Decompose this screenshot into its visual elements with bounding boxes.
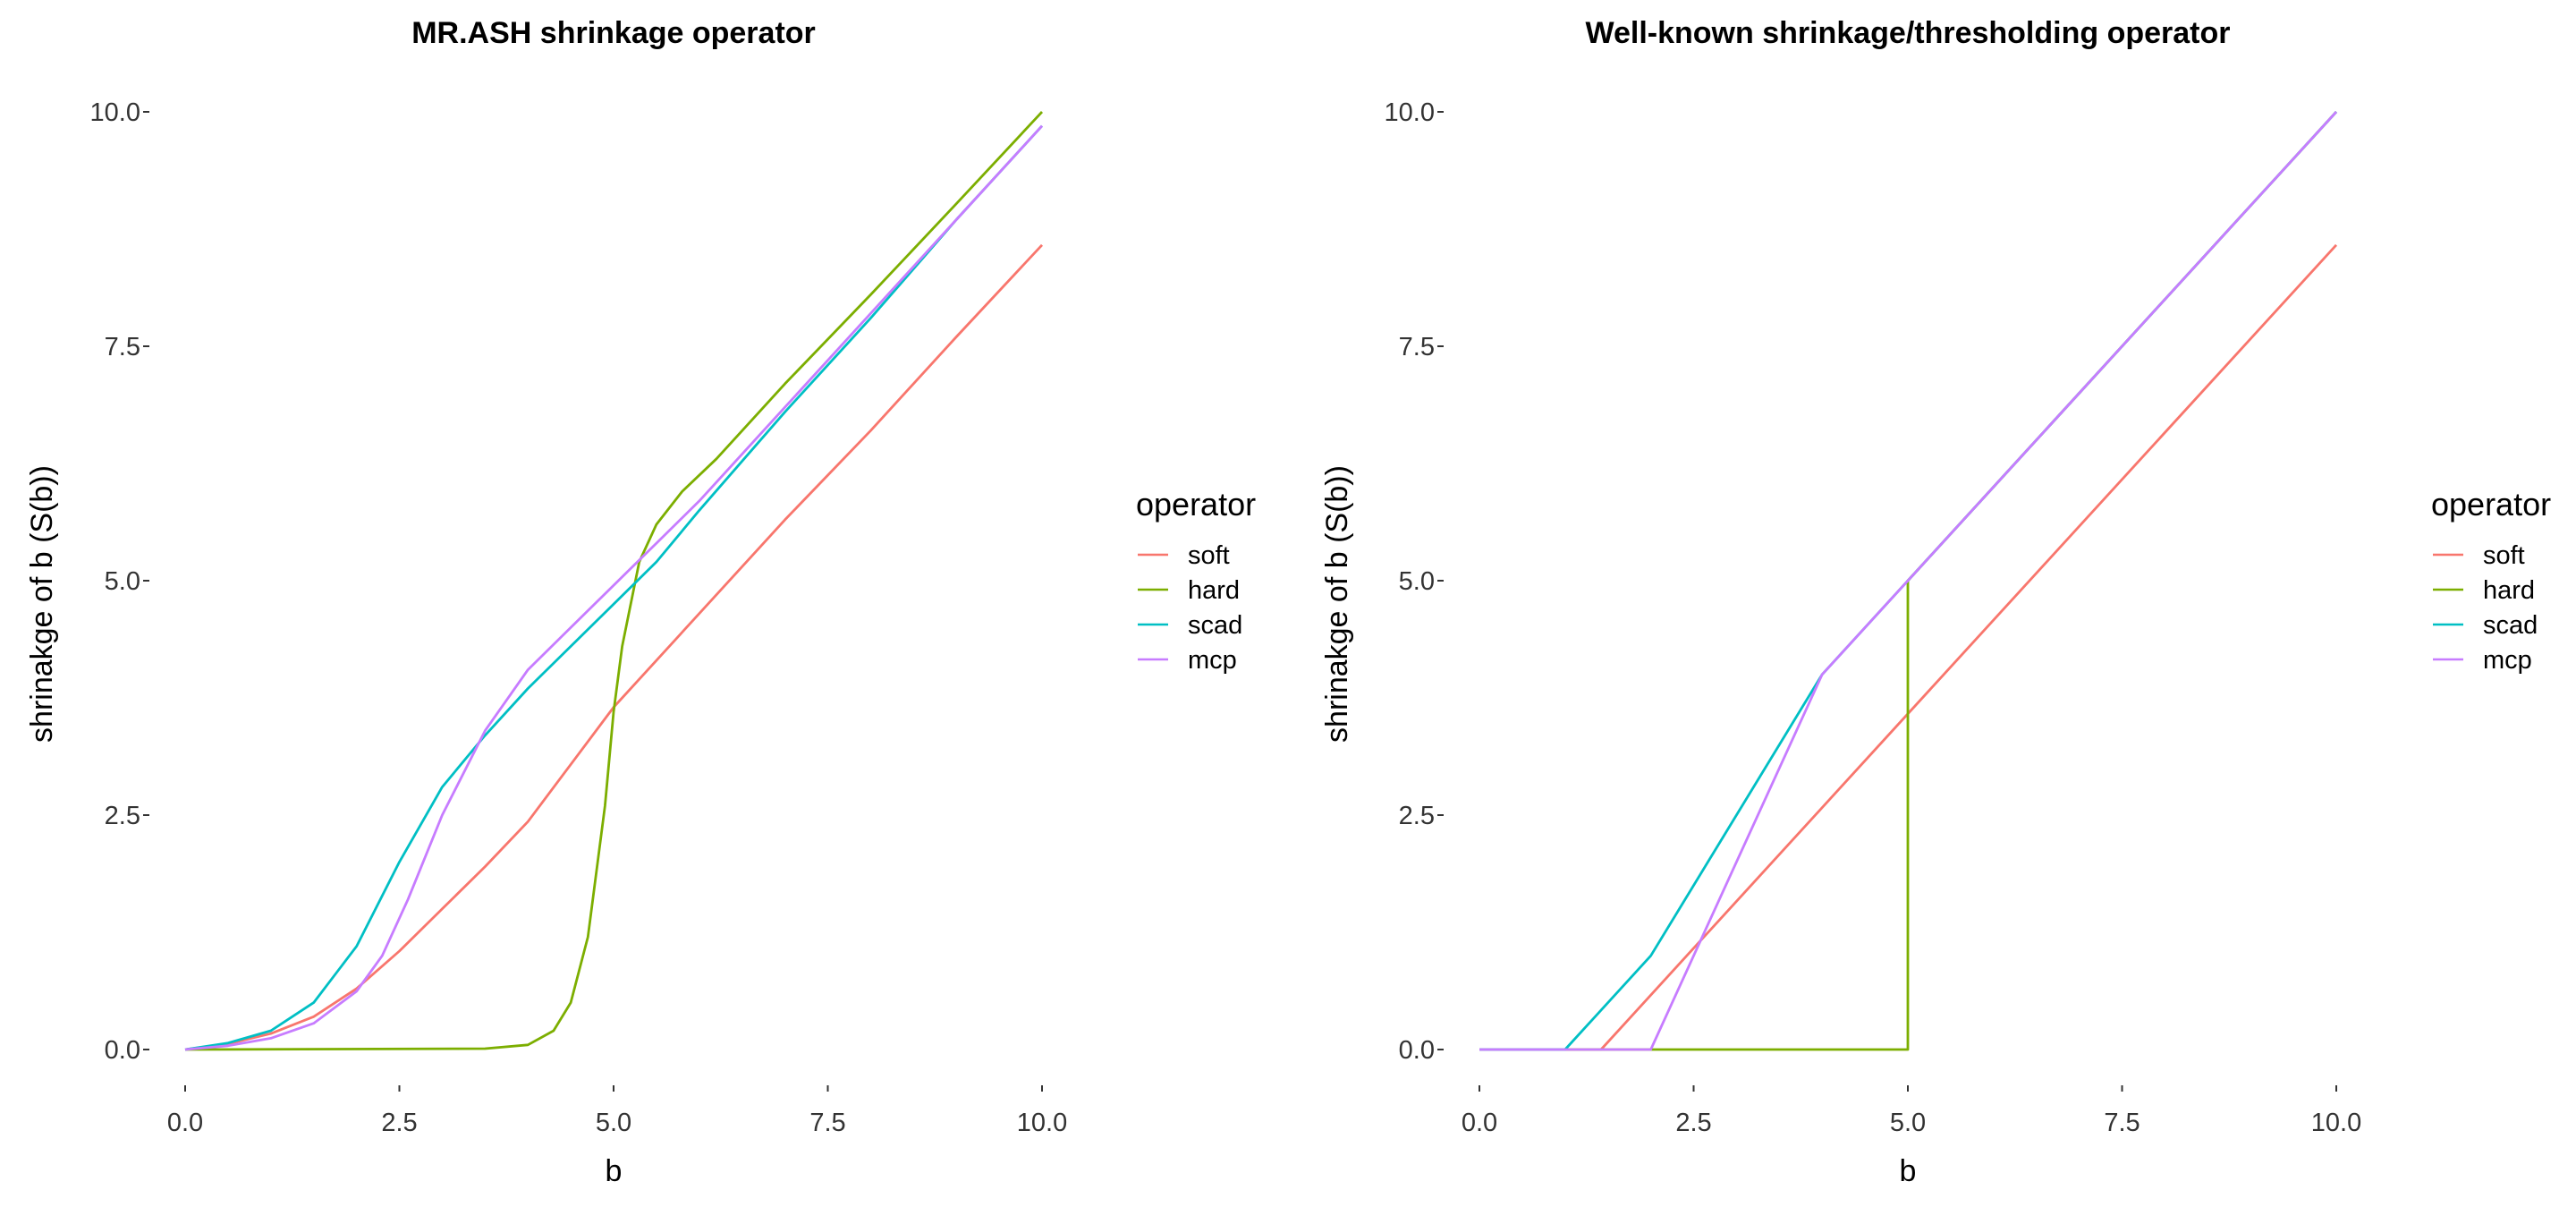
legend-item-scad: scad [1138, 611, 1242, 640]
y-tick-label: 5.0 [105, 567, 140, 596]
series-line-mcp [184, 124, 1044, 1051]
legend: operator soft hard scad mcp [1136, 486, 1256, 675]
y-axis-title: shrinakge of b (S(b)) [1320, 465, 1354, 743]
panel-well-known: Well-known shrinkage/thresholding operat… [1320, 16, 2551, 1188]
y-tick-label: 0.0 [1399, 1036, 1435, 1065]
x-tick-label: 2.5 [1675, 1109, 1711, 1137]
legend: operator soft hard scad mcp [2431, 486, 2551, 675]
series-line-hard [184, 111, 1044, 1051]
legend-label-mcp: mcp [1188, 646, 1237, 675]
series-line-mcp [1479, 111, 2338, 1051]
legend-label-hard: hard [2483, 576, 2535, 605]
plot-area [1479, 111, 2338, 1051]
x-axis: 0.0 2.5 5.0 7.5 10.0 [167, 1085, 1067, 1137]
legend-title: operator [1136, 486, 1256, 523]
y-tick-label: 10.0 [90, 98, 140, 127]
x-axis-title: b [606, 1154, 623, 1188]
legend-label-scad: scad [2483, 611, 2538, 640]
y-axis-title: shrinakge of b (S(b)) [25, 465, 59, 743]
y-axis: 0.0 2.5 5.0 7.5 10.0 [90, 98, 149, 1065]
legend-item-scad: scad [2433, 611, 2538, 640]
y-tick-label: 0.0 [105, 1036, 140, 1065]
y-tick-label: 7.5 [1399, 333, 1435, 361]
chart-title: MR.ASH shrinkage operator [411, 16, 816, 50]
legend-label-mcp: mcp [2483, 646, 2532, 675]
y-tick-label: 2.5 [1399, 802, 1435, 830]
chart-title: Well-known shrinkage/thresholding operat… [1585, 16, 2230, 50]
x-axis-title: b [1900, 1154, 1917, 1188]
legend-title: operator [2431, 486, 2551, 523]
series-line-soft [184, 243, 1044, 1051]
y-tick-label: 7.5 [105, 333, 140, 361]
panel-mrash: MR.ASH shrinkage operator 0.0 2.5 5.0 7.5 10… [25, 16, 1256, 1188]
x-tick-label: 5.0 [596, 1109, 631, 1137]
legend-label-soft: soft [2483, 541, 2525, 570]
legend-item-mcp: mcp [2433, 646, 2532, 675]
x-tick-label: 2.5 [381, 1109, 417, 1137]
x-tick-label: 10.0 [1017, 1109, 1067, 1137]
x-tick-label: 0.0 [1462, 1109, 1497, 1137]
legend-label-hard: hard [1188, 576, 1240, 605]
legend-item-hard: hard [1138, 576, 1240, 605]
legend-item-mcp: mcp [1138, 646, 1237, 675]
x-tick-label: 7.5 [2104, 1109, 2140, 1137]
legend-item-soft: soft [2433, 541, 2525, 570]
x-tick-label: 0.0 [167, 1109, 203, 1137]
legend-label-scad: scad [1188, 611, 1242, 640]
legend-item-hard: hard [2433, 576, 2535, 605]
legend-label-soft: soft [1188, 541, 1230, 570]
plot-area [184, 111, 1044, 1051]
x-tick-label: 5.0 [1890, 1109, 1926, 1137]
series-line-scad [184, 124, 1044, 1051]
x-tick-label: 10.0 [2311, 1109, 2361, 1137]
legend-item-soft: soft [1138, 541, 1230, 570]
y-tick-label: 2.5 [105, 802, 140, 830]
x-axis: 0.0 2.5 5.0 7.5 10.0 [1462, 1085, 2361, 1137]
x-tick-label: 7.5 [809, 1109, 845, 1137]
y-tick-label: 5.0 [1399, 567, 1435, 596]
y-tick-label: 10.0 [1385, 98, 1435, 127]
y-axis: 0.0 2.5 5.0 7.5 10.0 [1385, 98, 1444, 1065]
